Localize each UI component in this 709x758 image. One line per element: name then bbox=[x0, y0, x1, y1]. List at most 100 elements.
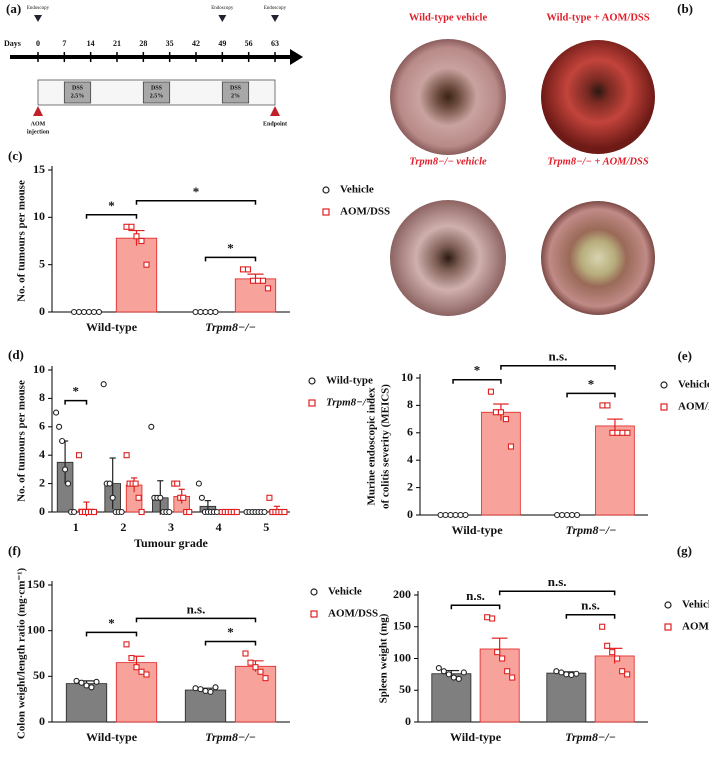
legend-label: Trpm8−/− bbox=[326, 397, 373, 409]
axis-label: Days bbox=[4, 39, 21, 48]
y-axis-label: No. of tumours per mouse bbox=[16, 380, 28, 502]
data-point bbox=[202, 308, 209, 316]
y-tick-label: 100 bbox=[27, 622, 45, 636]
event-marker bbox=[33, 106, 43, 116]
data-point bbox=[138, 237, 145, 245]
x-tick-label: 1 bbox=[73, 520, 79, 534]
significance-bracket bbox=[450, 604, 501, 610]
y-tick-label: 150 bbox=[27, 577, 45, 591]
panel-label: (b) bbox=[677, 1, 693, 16]
data-point bbox=[138, 668, 145, 675]
data-point bbox=[65, 480, 72, 487]
data-point bbox=[604, 642, 611, 649]
endoscopy-label: Endoscopy bbox=[264, 6, 287, 11]
significance-bracket bbox=[135, 200, 257, 205]
data-point bbox=[254, 277, 262, 284]
data-point bbox=[507, 443, 514, 450]
bar bbox=[594, 655, 635, 723]
significance-bracket bbox=[204, 256, 257, 262]
data-point bbox=[195, 480, 202, 487]
legend-marker bbox=[660, 403, 668, 411]
data-point bbox=[109, 494, 116, 501]
day-label: 28 bbox=[139, 39, 147, 48]
day-label: 49 bbox=[218, 39, 226, 48]
significance-bracket bbox=[64, 399, 88, 405]
data-point bbox=[133, 664, 140, 671]
legend-marker bbox=[322, 208, 330, 216]
x-tick-label: 3 bbox=[168, 520, 174, 534]
legend-marker bbox=[310, 588, 318, 596]
dss-period bbox=[142, 81, 171, 104]
data-point bbox=[212, 684, 219, 691]
dss-name: DSS bbox=[151, 85, 163, 91]
y-tick-label: 10 bbox=[401, 370, 413, 384]
bar bbox=[234, 278, 277, 313]
x-tick-label: Trpm8−/− bbox=[566, 523, 617, 537]
data-point bbox=[212, 308, 219, 316]
data-point bbox=[207, 688, 214, 695]
data-point bbox=[259, 277, 267, 284]
data-point bbox=[197, 308, 204, 316]
data-point bbox=[564, 511, 571, 519]
significance-label: * bbox=[193, 184, 200, 199]
y-tick-label: 6 bbox=[39, 419, 45, 433]
day-label: 7 bbox=[62, 39, 66, 48]
x-tick-label: Trpm8−/− bbox=[205, 730, 256, 744]
data-point bbox=[609, 649, 616, 656]
data-point bbox=[62, 466, 69, 473]
endoscopy-image bbox=[541, 40, 655, 154]
dss-period bbox=[63, 81, 92, 104]
data-point bbox=[123, 641, 130, 648]
y-tick-label: 8 bbox=[407, 397, 413, 411]
y-tick-label: 4 bbox=[39, 447, 45, 461]
significance-bracket bbox=[135, 617, 257, 623]
data-point bbox=[123, 223, 130, 230]
data-point bbox=[574, 511, 581, 519]
data-point bbox=[207, 308, 214, 316]
y-axis-label: No. of tumours per mouse bbox=[16, 180, 28, 302]
bar bbox=[234, 665, 277, 723]
significance-bracket bbox=[85, 631, 138, 637]
x-tick-label: 5 bbox=[263, 520, 269, 534]
data-point bbox=[197, 686, 204, 693]
data-point bbox=[249, 277, 257, 284]
data-point bbox=[447, 511, 454, 519]
y-tick-label: 4 bbox=[407, 452, 413, 466]
data-point bbox=[90, 308, 98, 316]
panel-label: (g) bbox=[677, 543, 692, 558]
event-marker bbox=[270, 106, 280, 116]
bar bbox=[65, 683, 108, 723]
data-point bbox=[93, 678, 100, 685]
data-point bbox=[492, 409, 499, 416]
data-point bbox=[192, 685, 199, 692]
significance-bracket bbox=[85, 214, 138, 219]
data-point bbox=[261, 508, 268, 516]
data-point bbox=[445, 671, 452, 678]
significance-bracket bbox=[500, 364, 616, 370]
data-point bbox=[239, 266, 247, 273]
legend-label: AOM/DSS bbox=[328, 608, 378, 620]
x-tick-label: 2 bbox=[120, 520, 126, 534]
image-label: Wild-type vehicle bbox=[409, 12, 488, 23]
data-point bbox=[118, 508, 125, 516]
significance-label: n.s. bbox=[548, 574, 567, 589]
y-tick-label: 50 bbox=[399, 682, 411, 696]
y-tick-label: 0 bbox=[39, 504, 45, 518]
significance-label: n.s. bbox=[549, 349, 568, 364]
data-point bbox=[53, 409, 60, 416]
data-point bbox=[143, 671, 150, 678]
y-tick-label: 6 bbox=[407, 425, 413, 439]
data-point bbox=[554, 511, 561, 519]
y-tick-label: 150 bbox=[393, 619, 411, 633]
data-point bbox=[609, 429, 616, 436]
data-point bbox=[619, 429, 626, 436]
data-point bbox=[56, 423, 63, 430]
data-point bbox=[450, 674, 457, 681]
data-point bbox=[499, 655, 506, 662]
bar bbox=[546, 672, 587, 723]
y-tick-label: 15 bbox=[33, 162, 45, 176]
day-label: 0 bbox=[36, 39, 40, 48]
data-point bbox=[166, 508, 173, 516]
endoscopy-image bbox=[390, 39, 506, 155]
